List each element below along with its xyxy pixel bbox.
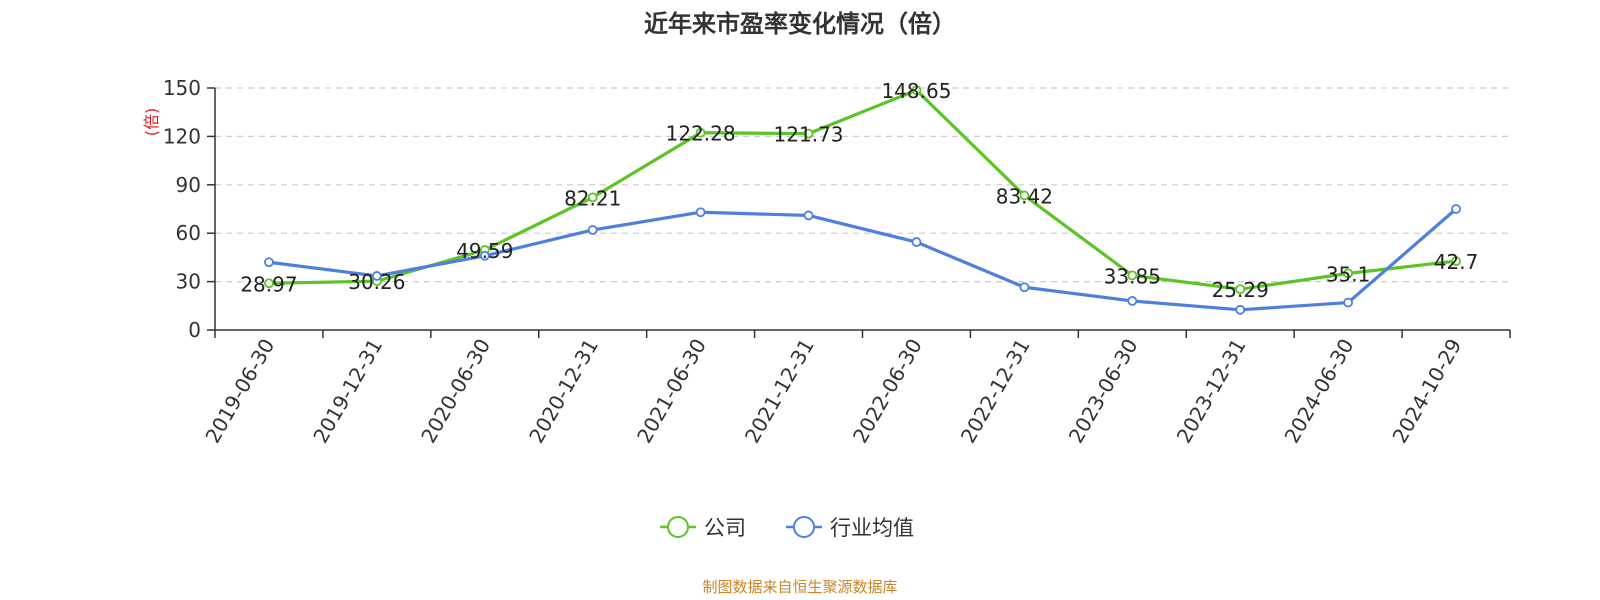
legend-label: 行业均值: [830, 516, 914, 540]
y-tick-label: 0: [188, 318, 201, 342]
x-tick-label: 2021-12-31: [740, 335, 819, 448]
data-label: 148.65: [881, 79, 951, 103]
data-point[interactable]: [911, 237, 922, 247]
x-tick-label: 2020-12-31: [524, 335, 603, 448]
data-point[interactable]: [1235, 284, 1246, 295]
data-label: 122.28: [666, 122, 736, 146]
data-point[interactable]: [587, 192, 598, 203]
gridlines: [215, 87, 1510, 283]
data-labels: 28.97 30.26 49.59 82.21 122.28 121.73 148.65 83…: [240, 79, 1478, 302]
x-tick-label: 2020-06-30: [416, 335, 495, 448]
data-label: 49.59: [456, 239, 513, 263]
series-line: [268, 88, 1457, 291]
y-tick-label: 150: [163, 76, 201, 100]
data-label: 83.42: [996, 184, 1053, 208]
data-point[interactable]: [1451, 256, 1461, 267]
data-point[interactable]: [1343, 297, 1354, 308]
data-point[interactable]: [479, 250, 490, 261]
data-label: 28.97: [240, 272, 297, 296]
data-point[interactable]: [803, 210, 814, 221]
x-tick-label: 2022-06-30: [848, 335, 927, 448]
x-tick-label: 2019-12-31: [308, 335, 387, 448]
y-tick-label: 120: [163, 124, 201, 148]
x-tick-label: 2023-12-31: [1172, 335, 1251, 448]
data-point[interactable]: [264, 278, 274, 289]
data-point[interactable]: [371, 271, 382, 281]
data-point[interactable]: [264, 257, 274, 268]
series-layer: [264, 85, 1461, 315]
legend-marker-icon: [793, 516, 815, 538]
data-point[interactable]: [1019, 190, 1030, 201]
y-tick-label: 30: [176, 270, 201, 294]
legend-marker-icon: [667, 516, 689, 538]
data-point[interactable]: [1127, 296, 1138, 306]
y-tick-label: 90: [176, 173, 201, 197]
data-point[interactable]: [695, 207, 706, 218]
x-tick-label: 2021-06-30: [632, 335, 711, 448]
data-point[interactable]: [803, 128, 814, 139]
x-tick-label: 2024-10-29: [1387, 335, 1466, 448]
data-point[interactable]: [911, 85, 922, 96]
legend-label: 公司: [704, 516, 746, 540]
data-label: 35.1: [1326, 262, 1371, 286]
y-axis-unit: (倍): [142, 108, 161, 137]
x-tick-label: 2019-06-30: [200, 335, 279, 448]
chart-title: 近年来市盈率变化情况（倍）: [644, 10, 956, 38]
legend-item[interactable]: 行业均值: [786, 516, 914, 540]
source-note: 制图数据来自恒生聚源数据库: [702, 578, 897, 596]
x-tick-label: 2024-06-30: [1280, 335, 1359, 448]
data-label: 30.26: [348, 270, 405, 294]
data-label: 82.21: [564, 186, 621, 210]
data-point[interactable]: [695, 127, 706, 138]
data-point[interactable]: [1343, 268, 1354, 279]
data-label: 42.7: [1434, 250, 1479, 274]
data-label: 33.85: [1104, 264, 1161, 288]
legend[interactable]: 公司 行业均值: [660, 516, 914, 540]
data-point[interactable]: [1019, 282, 1030, 293]
y-tick-label: 60: [176, 221, 201, 245]
data-point[interactable]: [1235, 304, 1246, 315]
legend-item[interactable]: 公司: [660, 516, 746, 540]
data-point[interactable]: [587, 225, 598, 235]
series-line: [268, 207, 1458, 312]
data-label: 25.29: [1212, 278, 1269, 302]
x-tick-label: 2023-06-30: [1064, 335, 1143, 448]
data-point[interactable]: [1451, 204, 1461, 214]
x-tick-label: 2022-12-31: [956, 335, 1035, 448]
data-point[interactable]: [1127, 270, 1138, 281]
data-label: 121.73: [774, 123, 844, 147]
